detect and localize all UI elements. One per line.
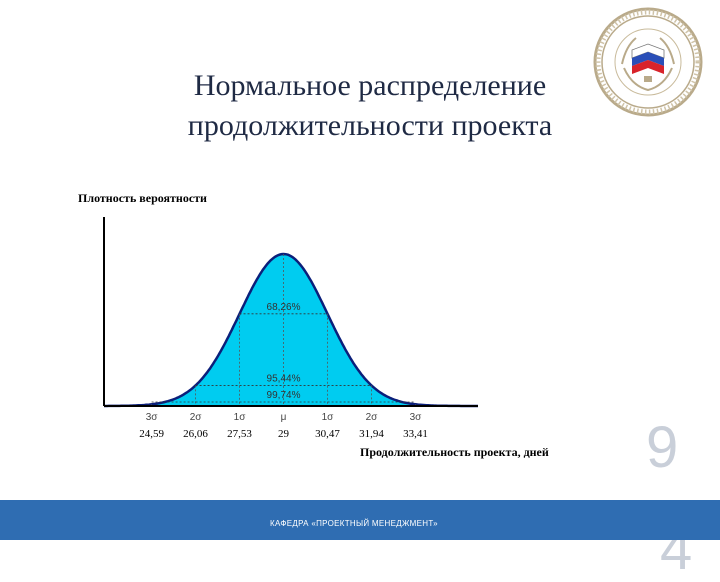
sigma-label: 3σ: [146, 412, 159, 423]
sigma-label: 3σ: [410, 412, 423, 423]
tick-label: 26,06: [183, 428, 208, 440]
title-line-2: продолжительности проекта: [187, 109, 553, 142]
footer-department: КАФЕДРА «ПРОЕКТНЫЙ МЕНЕДЖМЕНТ»: [270, 519, 438, 528]
sigma-label: 2σ: [366, 412, 379, 423]
footer-bar: КАФЕДРА «ПРОЕКТНЫЙ МЕНЕДЖМЕНТ»: [0, 500, 720, 540]
curve-line: [104, 252, 478, 408]
band-label: 99,74%: [267, 390, 301, 401]
tick-label: 30,47: [315, 428, 340, 440]
sigma-label: 2σ: [190, 412, 203, 423]
tick-label: 29: [278, 428, 290, 440]
slide-number: 9: [646, 415, 679, 480]
sigma-label: 1σ: [322, 412, 335, 423]
university-seal-icon: [593, 7, 703, 117]
slide-title: Нормальное распределение продолжительнос…: [100, 66, 640, 146]
x-axis-label: Продолжительность проекта, дней: [360, 445, 549, 459]
tick-label: 33,41: [403, 428, 428, 440]
normal-distribution-chart: Плотность вероятности 3σ 24,59 2σ 26,06 1σ 27…: [78, 191, 549, 459]
sigma-label: 1σ: [234, 412, 247, 423]
tick-label: 24,59: [139, 428, 164, 440]
tick-label: 31,94: [359, 428, 384, 440]
band-label: 95,44%: [267, 373, 301, 384]
tick-label: 27,53: [227, 428, 252, 440]
band-label: 68,26%: [267, 302, 301, 313]
curve-area: [104, 254, 478, 406]
chart-marks: 3σ 24,59 2σ 26,06 1σ 27,53 μ 29 1σ 30,47 2σ 31,94 3σ…: [104, 252, 478, 440]
title-line-1: Нормальное распределение: [193, 69, 547, 102]
sigma-label: μ: [281, 412, 287, 423]
y-axis-label: Плотность вероятности: [78, 191, 207, 205]
